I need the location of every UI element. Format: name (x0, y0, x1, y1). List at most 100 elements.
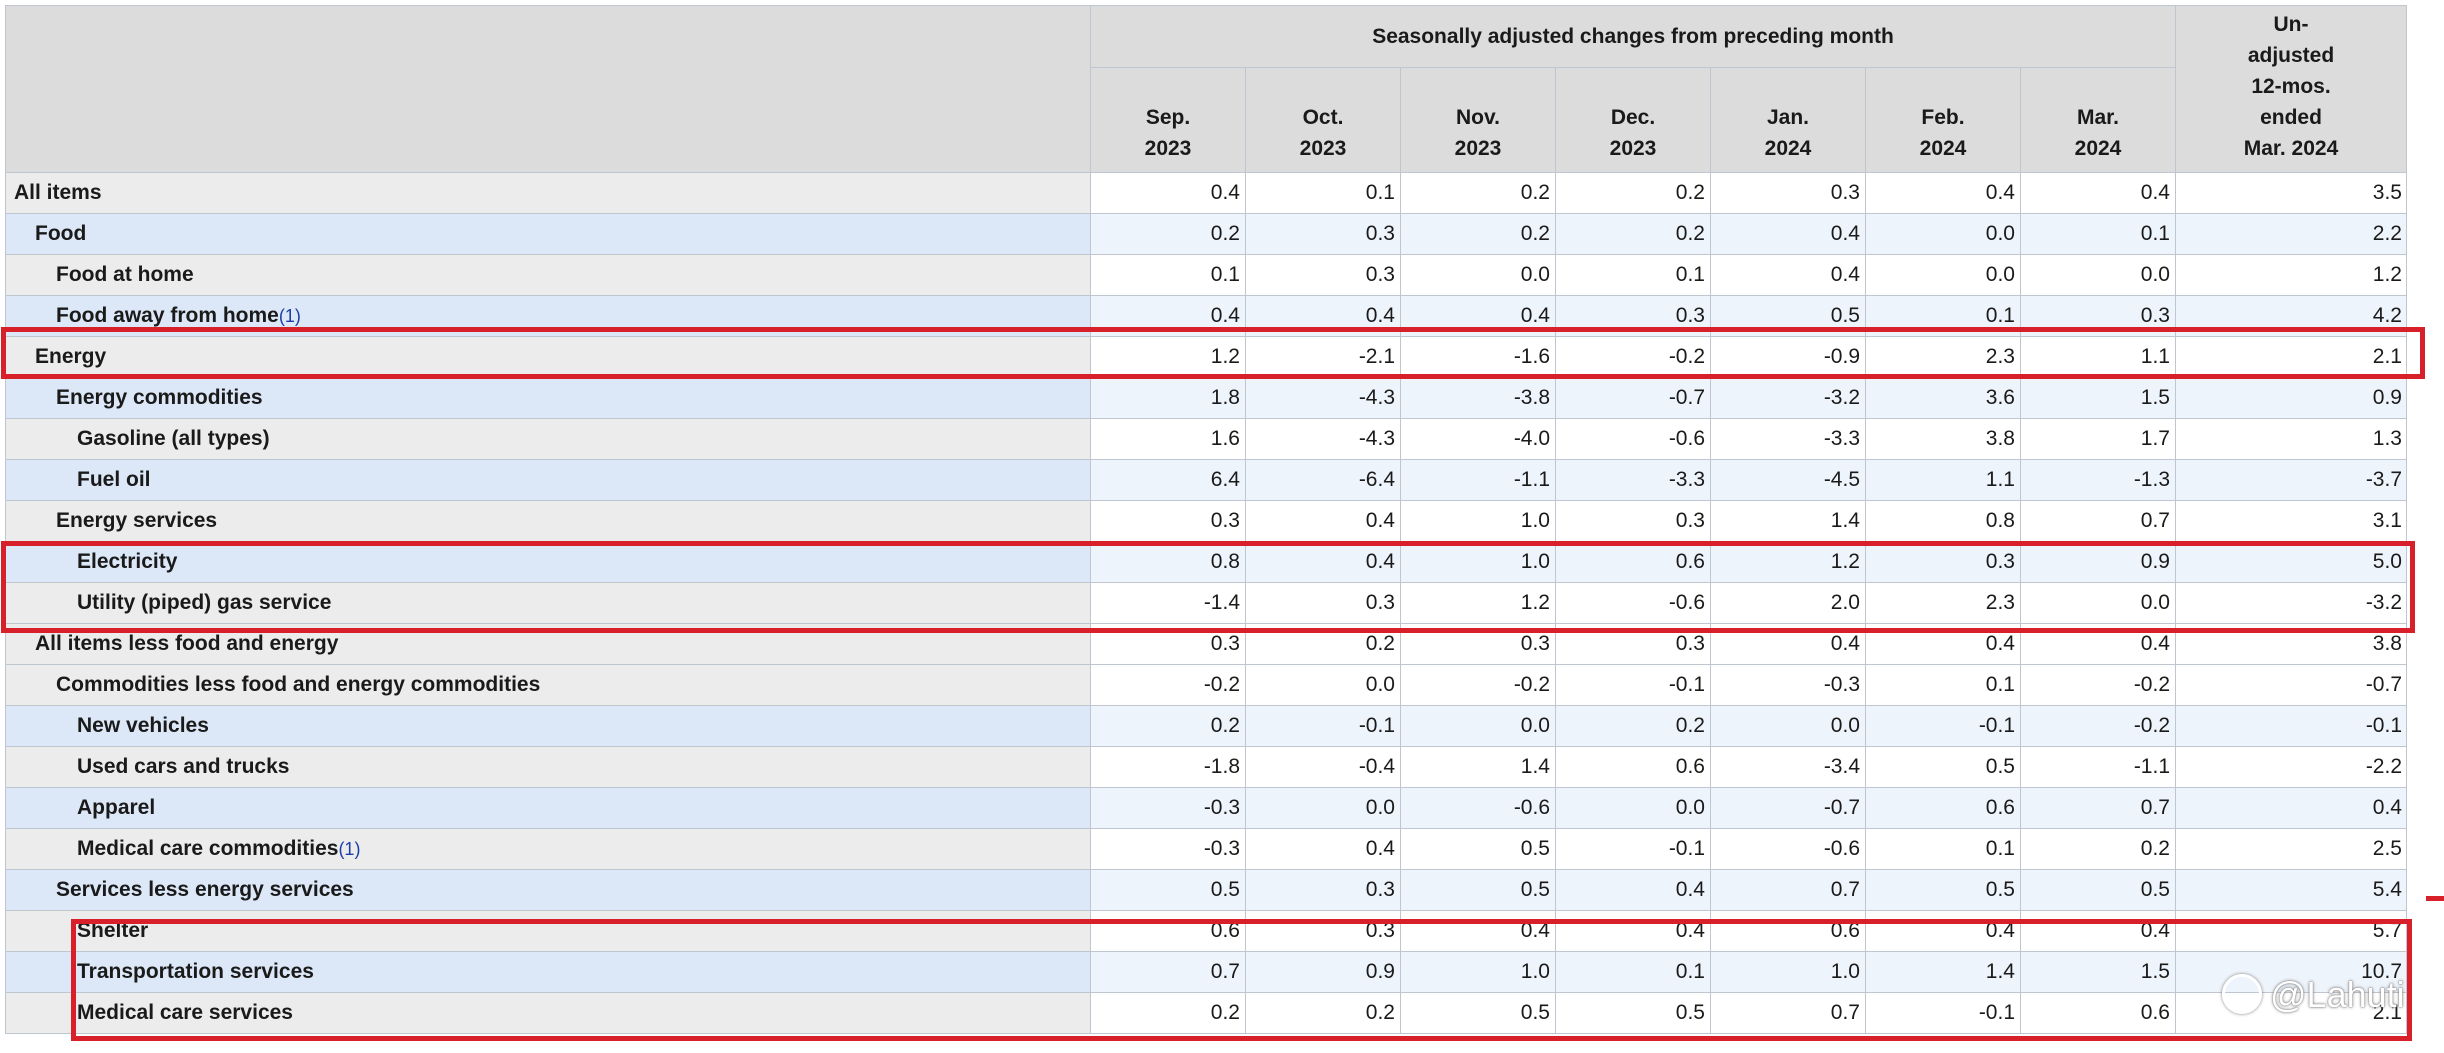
row-label: Electricity (77, 550, 178, 573)
monthly-value-cell: 0.0 (2020, 254, 2176, 296)
monthly-value-cell: 0.2 (2020, 828, 2176, 870)
row-label: Medical care services (77, 1001, 293, 1024)
table-row: Transportation services 0.7 0.9 1.0 0.1 1.0 1.… (5, 951, 2407, 993)
unadjusted-value-cell: 2.1 (2175, 336, 2407, 378)
monthly-value-cell: -0.9 (1710, 336, 1866, 378)
row-label: Services less energy services (56, 878, 354, 901)
monthly-value-cell: -4.0 (1400, 418, 1556, 460)
monthly-value-cell: -1.6 (1400, 336, 1556, 378)
table-body: All items 0.4 0.1 0.2 0.2 0.3 0.4 0.4 3.5 Food 0.2… (5, 172, 2407, 1034)
row-label: Used cars and trucks (77, 755, 290, 778)
monthly-value-cell: 0.1 (1865, 828, 2021, 870)
unadjusted-value-cell: -3.7 (2175, 459, 2407, 501)
row-label-cell: Gasoline (all types) (5, 418, 1091, 460)
monthly-value-cell: -0.1 (1245, 705, 1401, 747)
monthly-value-cell: 0.5 (1400, 992, 1556, 1034)
monthly-value-cell: 0.3 (1245, 582, 1401, 624)
monthly-value-cell: 0.6 (1090, 910, 1246, 952)
monthly-value-cell: 0.4 (1090, 295, 1246, 337)
unadjusted-value-cell: 10.7 (2175, 951, 2407, 993)
monthly-value-cell: 0.4 (1090, 172, 1246, 214)
row-label-cell: Medical care services (5, 992, 1091, 1034)
monthly-value-cell: -0.2 (1400, 664, 1556, 706)
monthly-value-cell: -1.8 (1090, 746, 1246, 788)
unadjusted-value-cell: -2.2 (2175, 746, 2407, 788)
monthly-value-cell: 0.4 (1400, 295, 1556, 337)
row-label-cell: Shelter (5, 910, 1091, 952)
footnote-link[interactable]: (1) (338, 839, 361, 859)
watermark: @Lahuti (2222, 974, 2405, 1017)
monthly-value-cell: 0.4 (1555, 910, 1711, 952)
monthly-value-cell: 0.1 (1090, 254, 1246, 296)
table-row: Food at home 0.1 0.3 0.0 0.1 0.4 0.0 0.0 1.2 (5, 254, 2407, 296)
monthly-value-cell: 0.0 (1555, 787, 1711, 829)
row-label-cell: Electricity (5, 541, 1091, 583)
month-header: Dec. 2023 (1555, 67, 1711, 173)
unadjusted-line: Mar. 2024 (2243, 137, 2339, 160)
monthly-value-cell: 0.5 (1710, 295, 1866, 337)
monthly-value-cell: 0.5 (1400, 869, 1556, 911)
unadjusted-value-cell: 3.5 (2175, 172, 2407, 214)
month-header: Mar. 2024 (2020, 67, 2176, 173)
monthly-value-cell: 1.2 (1090, 336, 1246, 378)
monthly-value-cell: 0.1 (1865, 664, 2021, 706)
monthly-value-cell: 0.3 (1090, 623, 1246, 665)
monthly-value-cell: 6.4 (1090, 459, 1246, 501)
row-label-cell: Services less energy services (5, 869, 1091, 911)
row-label-cell: Utility (piped) gas service (5, 582, 1091, 624)
row-label: Energy services (56, 509, 218, 532)
row-label: Transportation services (77, 960, 314, 983)
unadjusted-line: 12-mos. (2251, 75, 2331, 98)
monthly-value-cell: 0.3 (1245, 213, 1401, 255)
monthly-value-cell: -0.2 (1090, 664, 1246, 706)
monthly-value-cell: 0.4 (1555, 869, 1711, 911)
monthly-value-cell: -6.4 (1245, 459, 1401, 501)
table-row: All items 0.4 0.1 0.2 0.2 0.3 0.4 0.4 3.5 (5, 172, 2407, 214)
unadjusted-value-cell: 5.7 (2175, 910, 2407, 952)
monthly-value-cell: 0.7 (2020, 787, 2176, 829)
monthly-value-cell: 0.1 (1245, 172, 1401, 214)
monthly-value-cell: -0.1 (1865, 992, 2021, 1034)
row-label-cell: Fuel oil (5, 459, 1091, 501)
monthly-value-cell: -4.5 (1710, 459, 1866, 501)
row-label: Utility (piped) gas service (77, 591, 332, 614)
monthly-value-cell: 1.0 (1400, 951, 1556, 993)
monthly-value-cell: 0.3 (1555, 623, 1711, 665)
monthly-value-cell: 1.6 (1090, 418, 1246, 460)
footnote-link[interactable]: (1) (278, 306, 301, 326)
row-label-cell: Transportation services (5, 951, 1091, 993)
unadjusted-value-cell: 2.2 (2175, 213, 2407, 255)
monthly-value-cell: -1.1 (2020, 746, 2176, 788)
row-label-cell: Energy commodities (5, 377, 1091, 419)
table-row: Utility (piped) gas service -1.4 0.3 1.2 -0.… (5, 582, 2407, 624)
monthly-value-cell: 0.9 (2020, 541, 2176, 583)
row-label-cell: Energy services (5, 500, 1091, 542)
monthly-value-cell: -0.3 (1090, 828, 1246, 870)
monthly-value-cell: 2.3 (1865, 582, 2021, 624)
monthly-value-cell: 0.1 (1865, 295, 2021, 337)
monthly-value-cell: -0.6 (1710, 828, 1866, 870)
row-label: All items (14, 181, 102, 204)
monthly-value-cell: -0.2 (1555, 336, 1711, 378)
monthly-value-cell: 0.5 (2020, 869, 2176, 911)
monthly-value-cell: 0.2 (1245, 992, 1401, 1034)
monthly-value-cell: 0.3 (1090, 500, 1246, 542)
monthly-value-cell: 0.0 (1400, 705, 1556, 747)
monthly-value-cell: 0.0 (1245, 664, 1401, 706)
row-label: Food (35, 222, 87, 245)
unadjusted-value-cell: 2.5 (2175, 828, 2407, 870)
table-row: Food 0.2 0.3 0.2 0.2 0.4 0.0 0.1 2.2 (5, 213, 2407, 255)
monthly-value-cell: 0.3 (1245, 869, 1401, 911)
month-header: Feb. 2024 (1865, 67, 2021, 173)
monthly-value-cell: -0.2 (2020, 664, 2176, 706)
monthly-value-cell: 0.5 (1865, 869, 2021, 911)
monthly-value-cell: -0.1 (1555, 664, 1711, 706)
unadjusted-value-cell: 2.1 (2175, 992, 2407, 1034)
monthly-value-cell: 0.3 (1245, 254, 1401, 296)
unadjusted-value-cell: -0.1 (2175, 705, 2407, 747)
monthly-value-cell: -0.1 (1865, 705, 2021, 747)
table-row: Apparel -0.3 0.0 -0.6 0.0 -0.7 0.6 0.7 0.4 (5, 787, 2407, 829)
monthly-value-cell: 0.2 (1400, 213, 1556, 255)
row-label: Food away from home (56, 304, 279, 327)
